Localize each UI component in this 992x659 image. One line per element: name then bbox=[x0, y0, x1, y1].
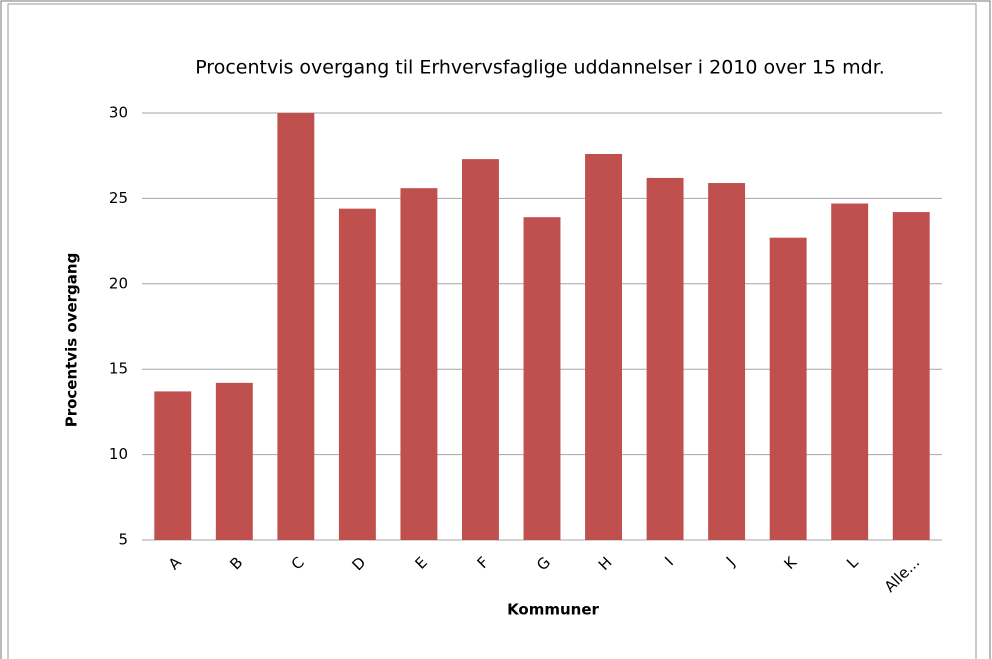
bar bbox=[215, 382, 253, 540]
y-tick-label: 30 bbox=[109, 104, 128, 122]
x-tick-label: G bbox=[533, 553, 554, 574]
bar bbox=[154, 391, 192, 540]
bar bbox=[462, 159, 499, 540]
bar bbox=[831, 203, 869, 541]
bar bbox=[646, 177, 684, 541]
x-tick-label: I bbox=[661, 553, 677, 569]
bar bbox=[277, 113, 315, 540]
y-tick-label: 5 bbox=[118, 531, 128, 549]
x-tick-label: D bbox=[348, 553, 369, 574]
chart-frame bbox=[7, 3, 977, 659]
bar bbox=[585, 153, 622, 540]
y-tick-label: 15 bbox=[109, 360, 128, 378]
x-tick-label: A bbox=[165, 553, 186, 574]
x-axis-title: Kommuner bbox=[507, 601, 599, 619]
x-tick-label: H bbox=[595, 553, 616, 574]
bar bbox=[523, 217, 561, 541]
bar bbox=[769, 237, 807, 540]
x-tick-label: L bbox=[843, 553, 862, 572]
x-tick-label: C bbox=[288, 553, 308, 573]
bar bbox=[338, 208, 376, 540]
chart-title: Procentvis overgang til Erhvervsfaglige … bbox=[195, 57, 885, 79]
x-tick-label: K bbox=[780, 552, 801, 573]
bar bbox=[400, 188, 438, 541]
x-tick-label: J bbox=[722, 553, 739, 570]
x-tick-label: B bbox=[226, 553, 246, 573]
y-tick-label: 10 bbox=[109, 445, 128, 463]
x-tick-label: E bbox=[411, 553, 430, 572]
bar bbox=[708, 183, 746, 540]
bar bbox=[892, 212, 930, 540]
y-tick-label: 20 bbox=[109, 274, 128, 292]
x-tick-label: Alle... bbox=[881, 553, 924, 596]
y-axis-title: Procentvis overgang bbox=[63, 253, 81, 428]
y-tick-label: 25 bbox=[109, 189, 128, 207]
x-tick-label: F bbox=[474, 553, 493, 572]
